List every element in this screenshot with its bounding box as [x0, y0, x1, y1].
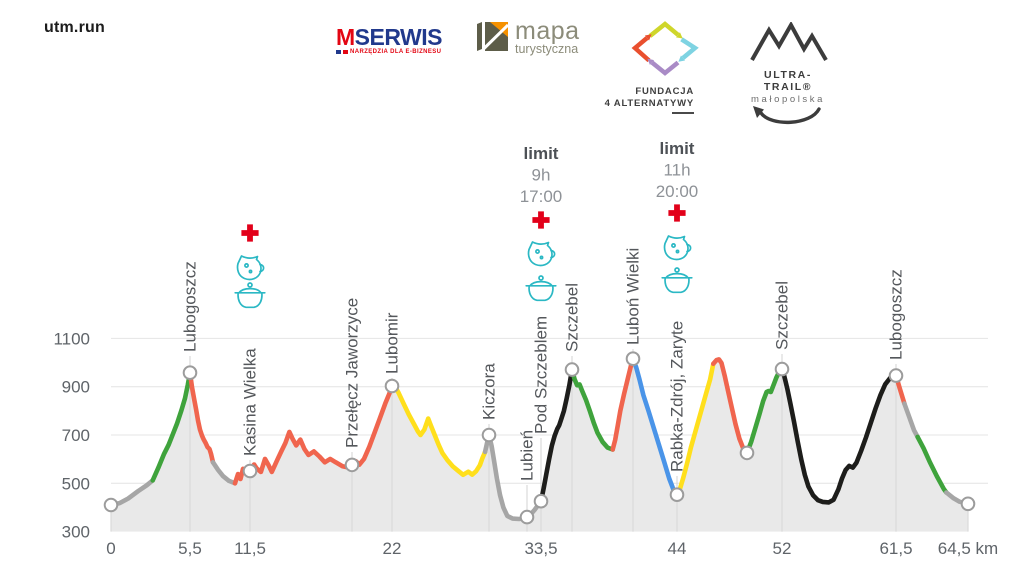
checkpoint-marker: [242, 463, 258, 479]
mapa-turystyczna-logo: mapa turystyczna: [477, 17, 580, 56]
malopolska-wordmark: małopolska: [750, 94, 826, 105]
checkpoint-marker: [384, 378, 400, 394]
x-axis-label: 22: [383, 539, 402, 558]
mserwis-serwis: SERWIS: [354, 24, 443, 50]
trail-segment-red: [711, 357, 750, 456]
trail-segment-black: [538, 367, 575, 504]
trail-segment-red: [187, 370, 216, 465]
drink-pitcher-icon: [663, 235, 692, 261]
checkpoint-marker: [774, 361, 790, 377]
checkpoint-label: Pod Szczeblem: [532, 316, 551, 434]
x-axis-label: 44: [668, 539, 687, 558]
food-pot-icon: [661, 267, 693, 294]
limit-duration: 9h: [532, 166, 551, 185]
fundacja-underline: [672, 112, 694, 114]
x-axis-label: 0: [106, 539, 115, 558]
checkpoint-marker: [669, 487, 685, 503]
checkpoint-label: Rabka-Zdrój, Zaryte: [668, 321, 687, 472]
ultra-trail-wordmark: ULTRA-TRAIL®: [763, 69, 813, 93]
y-axis-label: 900: [62, 378, 90, 397]
checkpoint-marker: [533, 493, 549, 509]
checkpoint-label: Kiczora: [480, 363, 499, 420]
diamond-arrows-icon: [631, 21, 699, 76]
trail-segment-green: [150, 370, 193, 483]
checkpoint-label: Lubień: [518, 430, 537, 481]
mountain-ridge-icon: [750, 20, 828, 62]
trail-segment-yellow: [389, 382, 488, 478]
y-axis-label: 300: [62, 523, 90, 542]
trail-segment-green: [569, 367, 615, 452]
drink-pitcher-icon: [236, 255, 265, 281]
trail-segment-red: [610, 356, 636, 452]
x-axis-label: 33,5: [524, 539, 557, 558]
map-icon: [477, 22, 508, 51]
limit-duration: 11h: [663, 161, 690, 180]
limit-time: 20:00: [656, 182, 699, 201]
mserwis-m: M: [336, 24, 355, 50]
trail-segment-gray: [902, 401, 920, 440]
trail-segment-blue: [630, 356, 680, 497]
mserwis-tagline: NARZĘDZIA DLA E-BIZNESU: [336, 49, 446, 55]
checkpoint-label: Przełęcz Jaworzyce: [343, 298, 362, 448]
food-pot-icon: [525, 275, 557, 302]
fundacja-line1: FUNDACJA: [635, 86, 694, 97]
checkpoint-label: Lubogoszcz: [181, 261, 200, 352]
checkpoint-marker: [625, 351, 641, 367]
food-pot-icon: [234, 282, 266, 309]
flag-block-icon: [336, 50, 341, 54]
y-axis-label: 500: [62, 474, 90, 493]
mapa-title: mapa: [515, 17, 580, 45]
checkpoint-marker: [344, 457, 360, 473]
site-brand: utm.run: [44, 19, 105, 36]
fundacja-logo-text: FUNDACJA 4 ALTERNATYWY: [594, 86, 694, 114]
y-axis-label: 1100: [53, 329, 90, 348]
checkpoint-label: Lubomir: [383, 312, 402, 374]
checkpoint-marker: [103, 497, 119, 513]
medical-cross-icon: [241, 224, 259, 242]
checkpoint-marker: [960, 496, 976, 512]
medical-cross-icon: [668, 204, 686, 222]
x-axis-label: 61,5: [879, 539, 912, 558]
checkpoint-marker: [739, 445, 755, 461]
checkpoint-marker: [888, 368, 904, 383]
checkpoint-marker: [519, 509, 535, 525]
checkpoint-label: Kasina Wielka: [241, 348, 260, 456]
curved-arrow-icon: [753, 106, 821, 125]
mapa-logo-text: mapa turystyczna: [515, 17, 580, 56]
mapa-subtitle: turystyczna: [515, 42, 579, 56]
trail-segment-gray: [108, 478, 155, 508]
checkpoint-marker: [481, 427, 497, 443]
checkpoint-label: Szczebel: [773, 281, 792, 350]
y-axis-label: 700: [62, 426, 90, 445]
fundacja-line2: 4 ALTERNATYWY: [604, 97, 694, 109]
limit-title: limit: [524, 144, 559, 163]
mserwis-logo-text: MSERWIS: [336, 24, 446, 50]
limit-time: 17:00: [520, 187, 563, 206]
ultra-trail-malopolska-logo: ULTRA-TRAIL® małopolska: [742, 20, 834, 136]
checkpoint-label: Szczebel: [563, 283, 582, 352]
flag-block-icon: [343, 50, 348, 54]
trail-segment-green: [744, 366, 785, 456]
elevation-area: [111, 358, 968, 532]
medical-cross-icon: [532, 211, 550, 229]
trail-segment-gray: [210, 460, 238, 486]
checkpoint-label: Lubogoszcz: [887, 269, 906, 360]
checkpoint-marker: [564, 362, 580, 377]
trail-segment-green: [915, 434, 949, 495]
drink-pitcher-icon: [527, 241, 556, 267]
trail-segment-yellow: [674, 361, 716, 497]
mserwis-logo: MSERWIS NARZĘDZIA DLA E-BIZNESU: [336, 26, 446, 55]
trail-segment-black: [779, 366, 899, 505]
x-axis-label: 52: [773, 539, 792, 558]
x-axis-label: 11,5: [234, 539, 266, 558]
checkpoint-marker: [182, 365, 198, 381]
checkpoint-label: Luboń Wielki: [624, 248, 643, 345]
x-axis-label: 5,5: [178, 539, 202, 558]
limit-title: limit: [660, 139, 695, 158]
x-axis-label: 64,5 km: [938, 539, 998, 558]
